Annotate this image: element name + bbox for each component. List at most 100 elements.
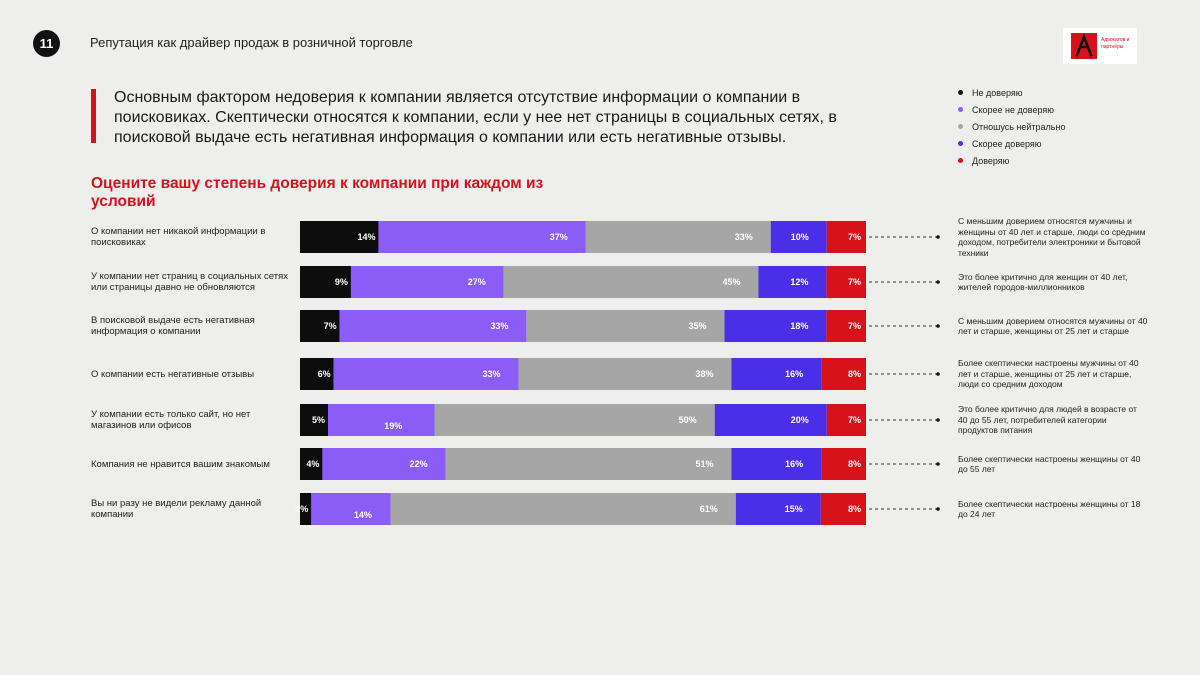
bar-segment: [714, 404, 827, 436]
legend-label: Не доверяю: [972, 88, 1023, 98]
bar-value-label: 7%: [324, 321, 337, 331]
bar-segment: [328, 404, 435, 436]
row-annotation: Это более критично для женщин от 40 лет,…: [958, 271, 1128, 293]
annotation-dot-icon: [936, 324, 940, 328]
bar-segment: [826, 266, 866, 298]
bar-value-label: 8%: [848, 369, 861, 379]
bar-segment: [731, 448, 822, 480]
legend-label: Отношусь нейтрально: [972, 122, 1066, 132]
bar-segment: [821, 358, 866, 390]
bar-value-label: 7%: [848, 415, 861, 425]
bar-value-label: 50%: [679, 415, 697, 425]
bar-value-label: 4%: [306, 459, 319, 469]
bar-segment: [390, 493, 736, 525]
annotation-dot-icon: [936, 372, 940, 376]
bar-segment: [300, 221, 379, 253]
logo-text: Адвокатов и партнёры: [1101, 37, 1130, 50]
legend-swatch-icon: [958, 107, 963, 112]
bar-value-label: 16%: [785, 369, 803, 379]
bar-segment: [300, 493, 312, 525]
lead-text: Основным фактором недоверия к компании я…: [114, 89, 837, 146]
row-label: О компании есть негативные отзывы: [91, 368, 255, 380]
bar-segment: [826, 310, 866, 342]
bar-value-label: 33%: [483, 369, 501, 379]
row-annotation: С меньшим доверием относятся мужчины от …: [958, 315, 1148, 337]
bar-value-label: 16%: [785, 459, 803, 469]
logo-mark-icon: [1071, 33, 1097, 59]
bar-value-label: 15%: [785, 504, 803, 514]
bar-value-label: 27%: [468, 277, 486, 287]
survey-question: Оцените вашу степень доверия к компании …: [91, 175, 544, 210]
bar-segment: [445, 448, 732, 480]
bar-segment: [820, 493, 866, 525]
legend-swatch-icon: [958, 158, 963, 163]
bar-value-label: 12%: [790, 277, 808, 287]
row-label: У компании есть только сайт, но нет мага…: [91, 409, 251, 431]
annotation-dot-icon: [936, 418, 940, 422]
bar-value-label: 9%: [335, 277, 348, 287]
bar-segment: [300, 310, 340, 342]
bar-segment: [758, 266, 827, 298]
row-annotation: Более скептически настроены мужчины от 4…: [958, 358, 1139, 389]
bar-segment: [518, 358, 732, 390]
bar-segment: [731, 358, 822, 390]
bar-segment: [300, 404, 329, 436]
bar-value-label: 37%: [550, 232, 568, 242]
bar-value-label: 7%: [848, 232, 861, 242]
bar-value-label: 14%: [357, 232, 375, 242]
bar-segment: [526, 310, 725, 342]
row-label: О компании нет никакой информации в поис…: [91, 226, 266, 248]
bar-value-label: 51%: [695, 459, 713, 469]
bar-value-label: 61%: [700, 504, 718, 514]
bar-value-label: 2%: [295, 504, 308, 514]
bar-value-label: 20%: [791, 415, 809, 425]
row-label: Компания не нравится вашим знакомым: [91, 458, 270, 470]
page-header-title: Репутация как драйвер продаж в розничной…: [90, 35, 413, 50]
annotation-dot-icon: [936, 462, 940, 466]
row-annotation: С меньшим доверием относятся мужчины и ж…: [958, 216, 1146, 258]
bar-value-label: 22%: [410, 459, 428, 469]
bar-segment: [585, 221, 771, 253]
bar-segment: [735, 493, 821, 525]
bar-value-label: 7%: [848, 321, 861, 331]
row-annotation: Более скептически настроены женщины от 4…: [958, 453, 1141, 475]
legend-swatch-icon: [958, 141, 963, 146]
bar-segment: [434, 404, 715, 436]
bar-value-label: 7%: [848, 277, 861, 287]
row-label: Вы ни разу не видели рекламу данной комп…: [91, 498, 262, 520]
legend-swatch-icon: [958, 90, 963, 95]
bar-segment: [821, 448, 866, 480]
bar-value-label: 18%: [790, 321, 808, 331]
row-annotation: Более скептически настроены женщины от 1…: [958, 498, 1141, 520]
bar-value-label: 10%: [791, 232, 809, 242]
row-label: У компании нет страниц в социальных сетя…: [91, 271, 288, 293]
bar-value-label: 19%: [384, 421, 402, 431]
lead-accent-bar: [91, 89, 96, 143]
bar-segment: [724, 310, 827, 342]
bar-segment: [300, 266, 351, 298]
row-label: В поисковой выдаче есть негативная инфор…: [91, 315, 255, 337]
bar-value-label: 38%: [695, 369, 713, 379]
legend-label: Доверяю: [972, 156, 1010, 166]
bar-segment: [350, 266, 504, 298]
bar-value-label: 35%: [688, 321, 706, 331]
bar-segment: [300, 358, 334, 390]
bar-value-label: 5%: [312, 415, 325, 425]
bar-segment: [333, 358, 519, 390]
legend-label: Скорее доверяю: [972, 139, 1042, 149]
bar-segment: [826, 404, 866, 436]
page-number-badge: 11: [33, 30, 60, 57]
bar-segment: [339, 310, 527, 342]
company-logo: Адвокатов и партнёры: [1063, 28, 1137, 64]
annotation-dot-icon: [936, 235, 940, 239]
annotation-dot-icon: [936, 507, 940, 511]
bar-segment: [378, 221, 586, 253]
bar-segment: [300, 448, 323, 480]
legend-label: Скорее не доверяю: [972, 105, 1055, 115]
bar-value-label: 14%: [354, 510, 372, 520]
bar-value-label: 33%: [735, 232, 753, 242]
bar-segment: [826, 221, 866, 253]
bar-segment: [503, 266, 759, 298]
bar-segment: [311, 493, 391, 525]
